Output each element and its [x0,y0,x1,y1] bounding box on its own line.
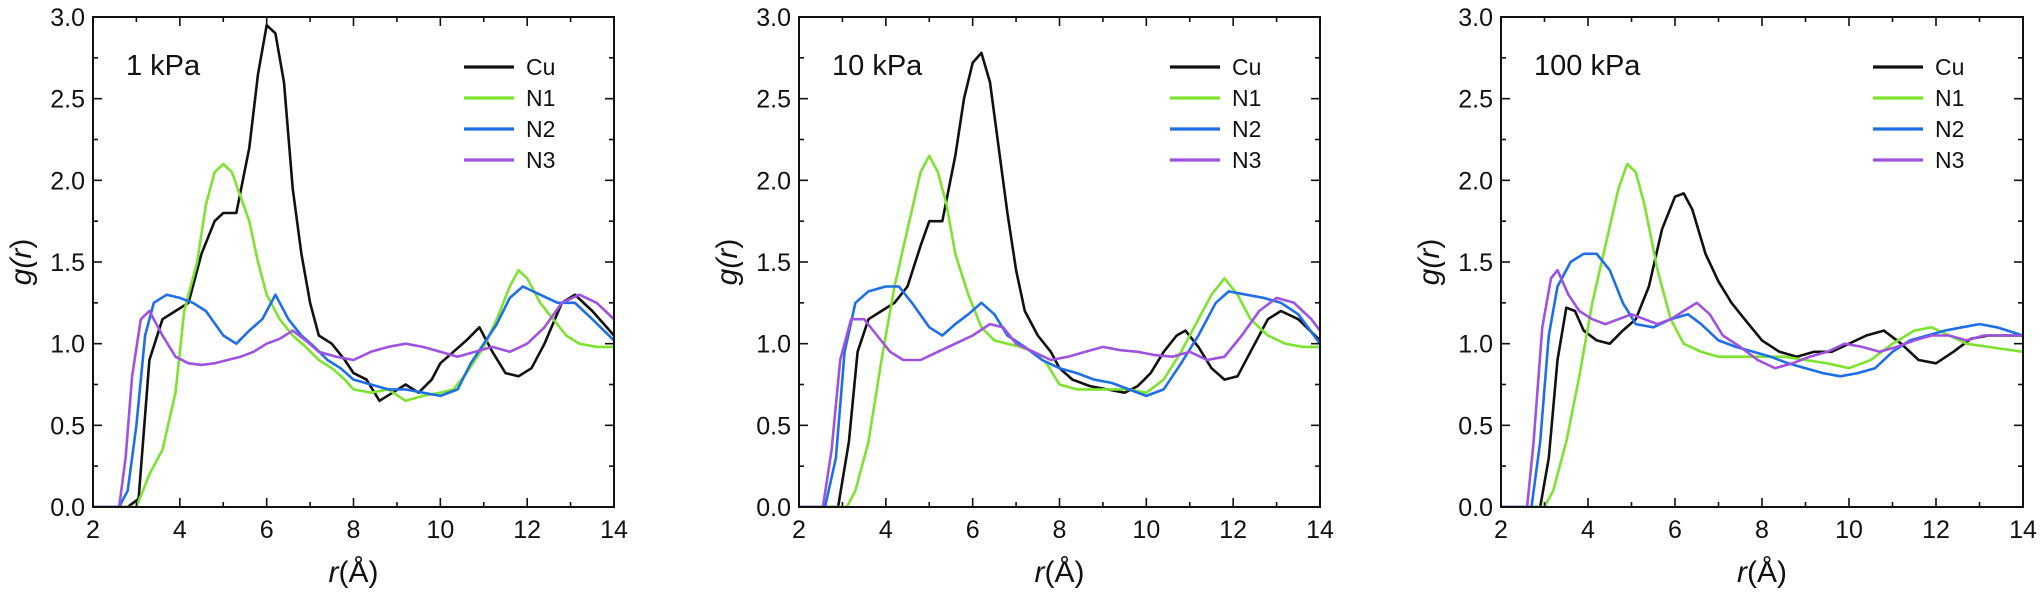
x-axis-label-var: r [1035,556,1046,589]
series-line-n3 [1501,268,2023,507]
y-tick-label: 2.0 [1458,167,1493,195]
legend-label-n3: N3 [1935,147,1964,173]
x-tick-label: 10 [1132,516,1160,544]
x-axis-label-var: r [329,556,340,589]
x-tick-label: 2 [86,516,100,544]
y-tick-label: 3.0 [756,4,791,32]
y-tick-label: 0.5 [1458,412,1493,440]
legend-label-cu: Cu [526,54,555,80]
y-axis-label-var: r [5,248,38,259]
y-tick-label: 1.0 [50,331,85,359]
series-line-n1 [1501,162,2023,507]
pressure-annotation: 1 kPa [126,50,201,82]
legend-label-n1: N1 [1935,85,1964,111]
y-axis-label: g(r) [1413,239,1446,286]
legend-label-n1: N1 [526,85,555,111]
pressure-annotation: 10 kPa [832,50,923,82]
legend-label-n3: N3 [526,147,555,173]
series-line-cu [1501,192,2023,507]
legend-label-n2: N2 [1935,116,1964,142]
y-tick-label: 1.0 [756,331,791,359]
x-tick-label: 2 [1494,516,1508,544]
y-tick-label: 1.5 [50,249,85,277]
y-tick-label: 3.0 [50,4,85,32]
y-tick-label: 1.5 [1458,249,1493,277]
y-tick-label: 2.5 [50,86,85,114]
series-line-n1 [93,162,614,507]
x-tick-label: 14 [600,516,628,544]
legend-label-n1: N1 [1232,85,1261,111]
x-tick-label: 12 [513,516,541,544]
legend-label-n2: N2 [1232,116,1261,142]
x-axis-label-unit: (Å) [1747,556,1787,589]
series-line-n1 [799,154,1320,507]
x-tick-label: 8 [1053,516,1067,544]
y-tick-label: 2.0 [50,167,85,195]
x-tick-label: 10 [426,516,454,544]
x-axis-label: r(Å) [1035,556,1085,589]
y-tick-label: 0.5 [756,412,791,440]
x-axis-label-unit: (Å) [339,556,379,589]
panel-1: 2 4 6 8 10 12 140.00.51.01.52.02.53.0r(Å)g(r)1… [5,4,628,589]
x-tick-label: 14 [2009,516,2037,544]
y-axis-label-close: ) [5,239,38,249]
series-line-n3 [799,296,1320,507]
x-tick-label: 6 [260,516,274,544]
x-tick-label: 12 [1922,516,1950,544]
y-axis-label-func: g( [1413,256,1446,286]
x-tick-label: 8 [347,516,361,544]
y-tick-label: 0.5 [50,412,85,440]
x-tick-label: 6 [1668,516,1682,544]
y-tick-label: 2.5 [756,86,791,114]
x-tick-label: 14 [1306,516,1334,544]
series-line-n2 [799,285,1320,507]
x-axis-label: r(Å) [1737,556,1787,589]
y-tick-label: 3.0 [1458,4,1493,32]
y-tick-label: 1.5 [756,249,791,277]
x-tick-label: 12 [1219,516,1247,544]
y-axis-label-func: g( [711,256,744,286]
y-axis-label-var: r [711,248,744,259]
y-tick-label: 0.0 [50,494,85,522]
y-tick-label: 0.0 [1458,494,1493,522]
x-tick-label: 2 [792,516,806,544]
y-tick-label: 2.5 [1458,86,1493,114]
y-axis-label-var: r [1413,248,1446,259]
y-tick-label: 2.0 [756,167,791,195]
x-tick-label: 4 [879,516,893,544]
x-tick-label: 4 [1581,516,1595,544]
panel-2: 2 4 6 8 10 12 140.00.51.01.52.02.53.0r(Å)g(r)1… [711,4,1334,589]
legend-label-cu: Cu [1935,54,1964,80]
legend-label-n3: N3 [1232,147,1261,173]
x-axis-label-var: r [1737,556,1748,589]
y-axis-label-close: ) [711,239,744,249]
x-axis-label-unit: (Å) [1045,556,1085,589]
series-line-n3 [93,293,614,507]
panel-3: 2 4 6 8 10 12 140.00.51.01.52.02.53.0r(Å)g(r)1… [1413,4,2037,589]
y-tick-label: 0.0 [756,494,791,522]
legend-label-cu: Cu [1232,54,1261,80]
pressure-annotation: 100 kPa [1534,50,1641,82]
x-tick-label: 10 [1835,516,1863,544]
y-axis-label-func: g( [5,256,38,286]
y-axis-label-close: ) [1413,239,1446,249]
legend-label-n2: N2 [526,116,555,142]
series-line-cu [93,23,614,507]
x-tick-label: 6 [966,516,980,544]
series-line-n2 [93,285,614,507]
x-tick-label: 4 [173,516,187,544]
x-tick-label: 8 [1755,516,1769,544]
y-axis-label: g(r) [5,239,38,286]
y-tick-label: 1.0 [1458,331,1493,359]
x-axis-label: r(Å) [329,556,379,589]
y-axis-label: g(r) [711,239,744,286]
